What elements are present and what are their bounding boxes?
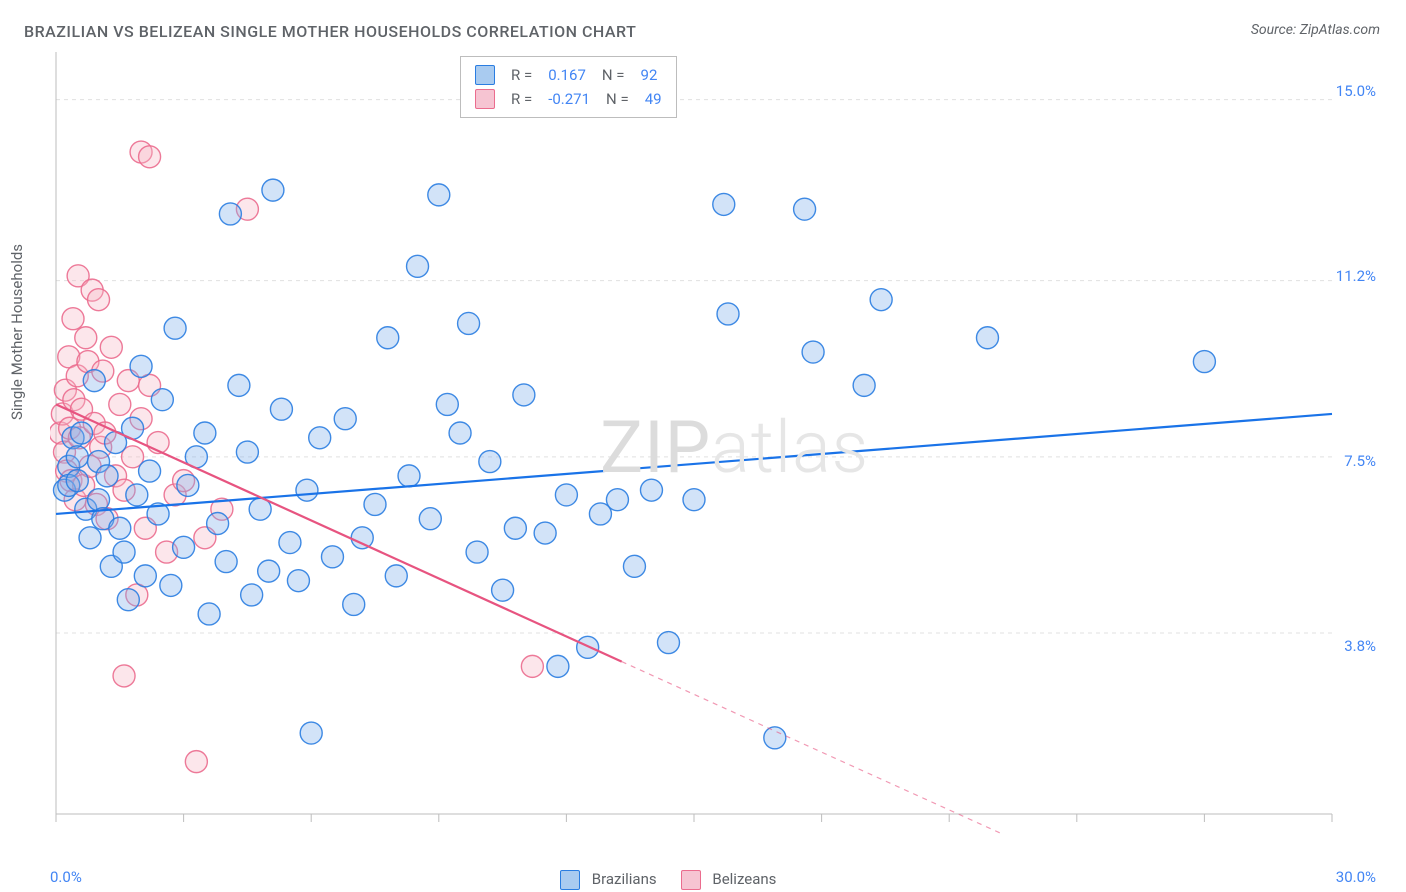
legend-row: R =0.167 N =92 xyxy=(475,63,662,87)
y-tick-label: 11.2% xyxy=(1336,267,1376,285)
y-axis-label: Single Mother Households xyxy=(8,244,26,420)
legend-row: R =-0.271 N =49 xyxy=(475,87,662,111)
correlation-legend: R =0.167 N =92 R =-0.271 N =49 xyxy=(460,56,677,118)
chart-title: BRAZILIAN VS BELIZEAN SINGLE MOTHER HOUS… xyxy=(24,22,636,41)
legend-swatch-icon xyxy=(560,870,580,890)
legend-swatch-icon xyxy=(681,870,701,890)
series-legend: Brazilians Belizeans xyxy=(560,870,776,890)
y-tick-label: 3.8% xyxy=(1344,637,1376,655)
legend-swatch-icon xyxy=(475,89,495,109)
legend-item: Belizeans xyxy=(681,870,777,890)
x-axis-max-label: 30.0% xyxy=(1336,868,1376,886)
legend-label: Belizeans xyxy=(712,870,776,888)
legend-swatch-icon xyxy=(475,65,495,85)
y-tick-label: 7.5% xyxy=(1344,452,1376,470)
y-tick-label: 15.0% xyxy=(1336,82,1376,100)
legend-label: Brazilians xyxy=(592,870,657,888)
x-axis-min-label: 0.0% xyxy=(50,868,82,886)
watermark: ZIPatlas xyxy=(600,405,869,490)
legend-item: Brazilians xyxy=(560,870,657,890)
source-label: Source: ZipAtlas.com xyxy=(1251,22,1380,38)
